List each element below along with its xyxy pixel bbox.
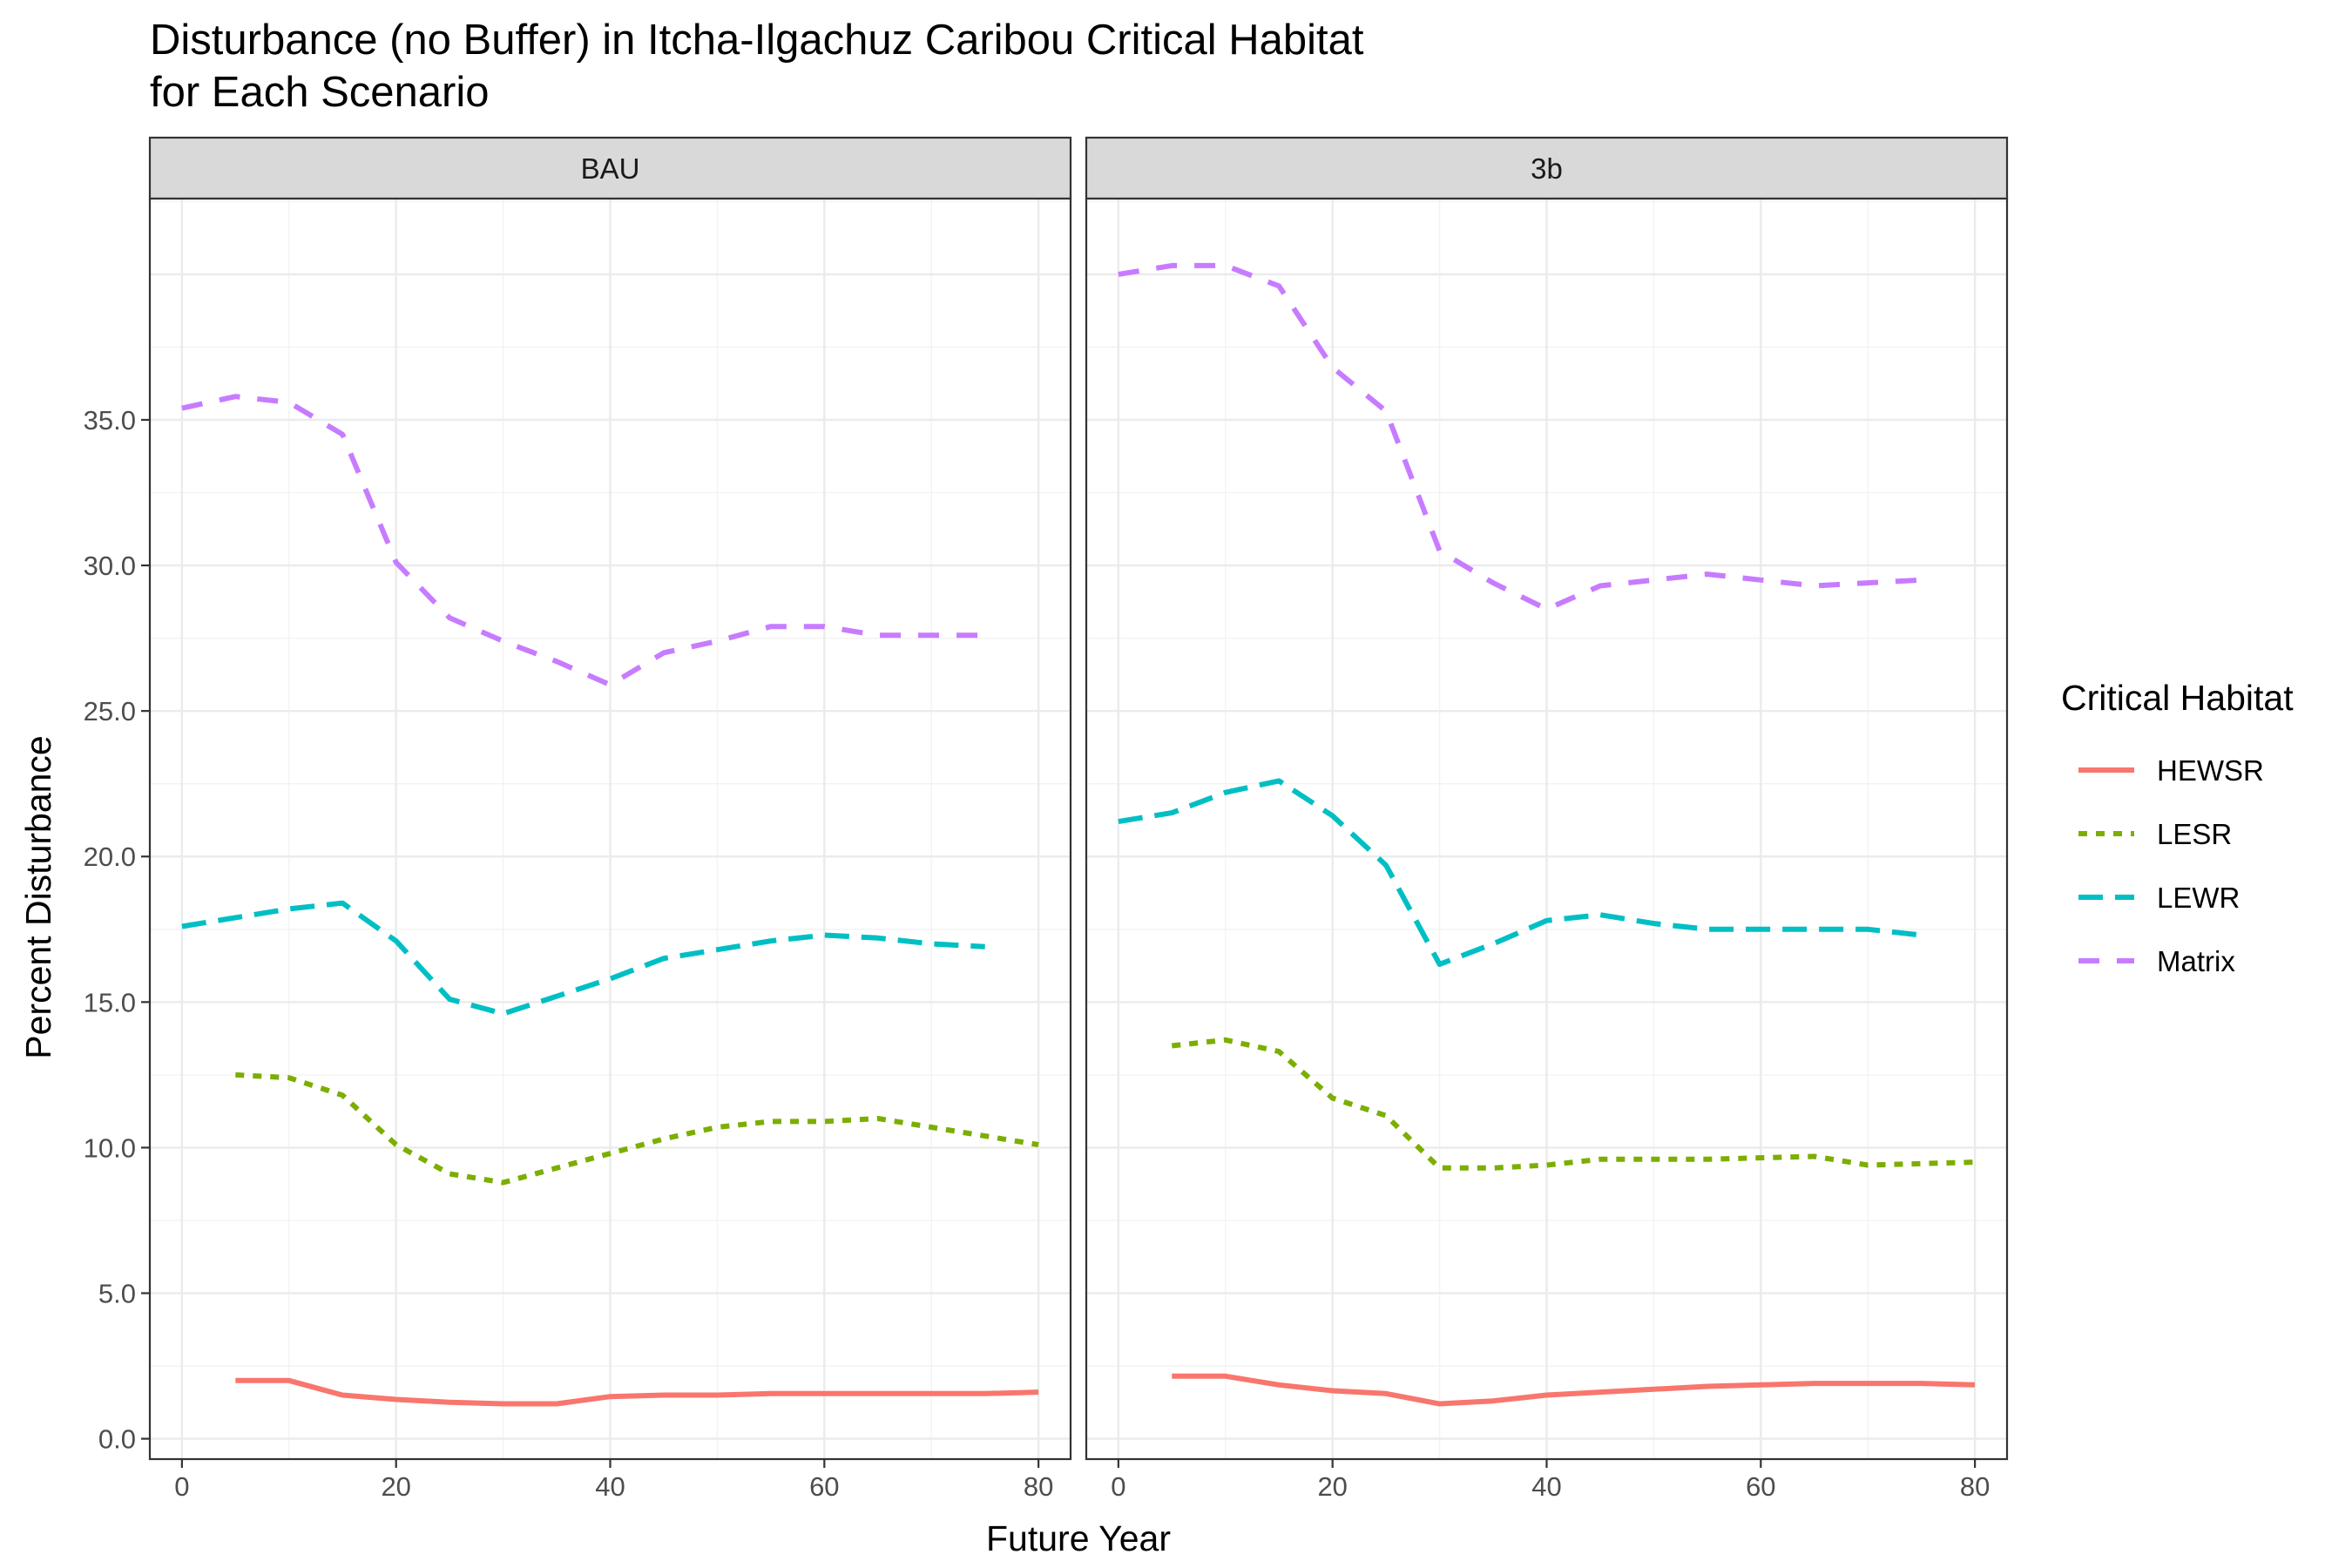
series-line-LEWR	[181, 900, 985, 1017]
grid-lines	[1086, 199, 2007, 1459]
legend-item-LESR: LESR	[2078, 818, 2232, 850]
series-line-Matrix	[1118, 262, 1922, 612]
legend-item-Matrix: Matrix	[2078, 945, 2235, 977]
legend-label: LEWR	[2157, 882, 2240, 914]
x-tick-label: 60	[809, 1471, 839, 1502]
series-line-LESR	[1171, 1037, 1976, 1171]
y-tick-label: 35.0	[84, 405, 136, 436]
y-axis-title: Percent Disturbance	[18, 735, 58, 1058]
facet-panel-BAU: BAU 0 20 40 60 80 0.0 5.0 10.0 15.0 20.0 25.0 30.0 35…	[84, 136, 1072, 1502]
series-line-LEWR	[1118, 778, 1923, 967]
legend-label: LESR	[2157, 818, 2232, 850]
legend-item-HEWSR: HEWSR	[2078, 754, 2264, 787]
x-tick-label: 20	[381, 1471, 410, 1502]
series-line-HEWSR	[1172, 1373, 1976, 1407]
x-tick-label: 40	[595, 1471, 625, 1502]
x-tick-label: 0	[1111, 1471, 1125, 1502]
legend-title: Critical Habitat	[2061, 678, 2294, 718]
series-line-Matrix	[181, 394, 985, 688]
y-tick-label: 5.0	[98, 1279, 136, 1309]
x-tick-label: 60	[1746, 1471, 1775, 1502]
chart-title-line2: for Each Scenario	[150, 69, 490, 116]
facet-strip-label: BAU	[581, 152, 640, 185]
legend: Critical Habitat HEWSR LESR LEWR Matrix	[2061, 678, 2294, 977]
x-tick-label: 80	[1024, 1471, 1053, 1502]
x-tick-label: 80	[1960, 1471, 1990, 1502]
legend-label: Matrix	[2157, 945, 2235, 977]
series-line-LESR	[235, 1071, 1039, 1186]
y-tick-label: 15.0	[84, 987, 136, 1017]
facet-strip-label: 3b	[1531, 152, 1563, 185]
y-tick-label: 30.0	[84, 551, 136, 581]
facet-strip	[148, 136, 1072, 200]
x-tick-label: 20	[1317, 1471, 1347, 1502]
y-tick-label: 0.0	[98, 1424, 136, 1455]
series-line-HEWSR	[235, 1377, 1039, 1407]
facet-strip	[1085, 136, 2009, 200]
facet-panels: BAU 0 20 40 60 80 0.0 5.0 10.0 15.0 20.0 25.0 30.0 35…	[84, 136, 2009, 1502]
x-axis-title: Future Year	[986, 1518, 1171, 1558]
x-tick-label: 40	[1531, 1471, 1561, 1502]
legend-label: HEWSR	[2157, 754, 2264, 787]
y-tick-label: 20.0	[84, 841, 136, 872]
y-tick-label: 25.0	[84, 696, 136, 727]
x-tick-label: 0	[174, 1471, 189, 1502]
grid-lines	[150, 199, 1071, 1459]
chart-title: Disturbance (no Buffer) in Itcha-Ilgachu…	[150, 17, 1364, 64]
facet-panel-3b: 3b 0 20 40 60 80	[1085, 136, 2009, 1502]
legend-item-LEWR: LEWR	[2078, 882, 2240, 914]
y-tick-label: 10.0	[84, 1132, 136, 1163]
